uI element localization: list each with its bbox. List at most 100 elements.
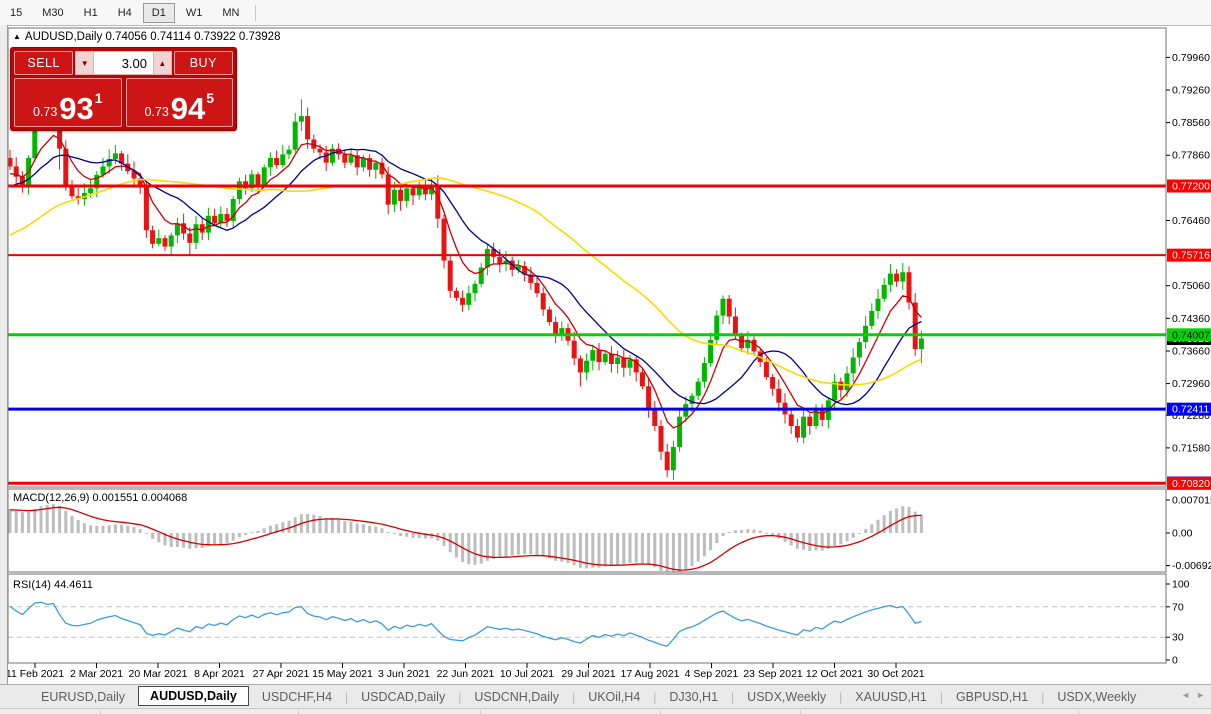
price-axis: 0.79960 0.79260 0.78560 0.77860 0.76460 0.750… [1166, 52, 1211, 667]
svg-text:29 Jul 2021: 29 Jul 2021 [561, 668, 615, 680]
svg-text:0.79260: 0.79260 [1172, 85, 1210, 97]
chart-tab-usdcad-daily[interactable]: USDCAD,Daily [361, 689, 446, 704]
timeframe-toolbar: 15 M30 H1 H4 D1 W1 MN [0, 0, 1211, 26]
svg-text:20 Mar 2021: 20 Mar 2021 [129, 668, 188, 680]
sell-price-prefix: 0.73 [32, 105, 58, 119]
buy-price-big: 94 [170, 91, 206, 126]
svg-text:0.77200: 0.77200 [1172, 181, 1210, 193]
chart-tab-usdchf-h4[interactable]: USDCHF,H4 [261, 689, 333, 704]
tab-separator: | [839, 689, 843, 704]
svg-text:17 Aug 2021: 17 Aug 2021 [621, 668, 680, 680]
timeframe-button-h4[interactable]: H4 [117, 6, 132, 19]
chart-tabbar: EURUSD,Daily AUDUSD,Daily USDCHF,H4 | USDCAD… [0, 684, 1211, 708]
status-bar-divider [298, 710, 299, 714]
svg-text:100: 100 [1172, 579, 1190, 591]
date-axis: 11 Feb 2021 2 Mar 2021 20 Mar 2021 8 Apr 20… [6, 663, 925, 680]
chart-tab-gbpusd-h1[interactable]: GBPUSD,H1 [955, 689, 1029, 704]
svg-text:0.79960: 0.79960 [1172, 52, 1210, 64]
toolbar-separator [255, 4, 257, 21]
sell-button[interactable]: SELL [14, 51, 74, 75]
ma-mid-line [9, 148, 922, 406]
timeframe-button-15[interactable]: 15 [10, 6, 23, 19]
svg-text:0.70820: 0.70820 [1172, 478, 1210, 490]
timeframe-button-w1[interactable]: W1 [185, 6, 203, 19]
status-bar [0, 708, 1211, 714]
svg-text:15 May 2021: 15 May 2021 [312, 668, 373, 680]
sell-price-big: 93 [59, 91, 94, 126]
volume-decrease-button[interactable]: ▼ [75, 51, 94, 75]
svg-text:0.76460: 0.76460 [1172, 215, 1210, 227]
chart-tab-dj30-h1[interactable]: DJ30,H1 [669, 689, 719, 704]
macd-label: MACD(12,26,9) 0.001551 0.004068 [13, 492, 187, 504]
svg-text:0.007015: 0.007015 [1172, 495, 1211, 507]
svg-text:8 Apr 2021: 8 Apr 2021 [194, 668, 245, 680]
buy-button[interactable]: BUY [173, 51, 233, 75]
svg-text:-0.006923: -0.006923 [1172, 560, 1211, 572]
chart-tab-usdx-weekly[interactable]: USDX,Weekly [747, 689, 827, 704]
tab-separator: | [572, 689, 576, 704]
volume-input[interactable] [94, 51, 153, 75]
svg-text:11 Feb 2021: 11 Feb 2021 [6, 668, 64, 680]
svg-text:0.73660: 0.73660 [1172, 345, 1210, 357]
chart-symbol-label: AUDUSD,Daily [24, 31, 103, 43]
svg-text:0.75060: 0.75060 [1172, 280, 1210, 292]
chart-tab-xauusd-h1[interactable]: XAUUSD,H1 [855, 689, 927, 704]
chart-tab-eurusd-daily[interactable]: EURUSD,Daily [41, 689, 126, 704]
timeframe-button-m30[interactable]: M30 [42, 6, 64, 19]
hline-label-0.70820: 0.70820 [1167, 476, 1211, 490]
svg-text:23 Sep 2021: 23 Sep 2021 [743, 668, 803, 680]
ma-fast-line [9, 134, 922, 429]
chart-ohlc-values: 0.74056 0.74114 0.73922 0.73928 [105, 31, 281, 43]
chart-title: ▲ AUDUSD,Daily 0.74056 0.74114 0.73922 0.… [13, 31, 280, 43]
svg-text:0.72411: 0.72411 [1172, 404, 1209, 416]
tab-separator: | [653, 689, 657, 704]
buy-price-button[interactable]: 0.73 94 5 [125, 78, 233, 127]
svg-text:0.78560: 0.78560 [1172, 117, 1210, 129]
svg-text:12 Oct 2021: 12 Oct 2021 [806, 668, 863, 680]
macd-signal-line [9, 506, 922, 571]
svg-text:0.00: 0.00 [1172, 528, 1193, 540]
svg-text:3 Jun 2021: 3 Jun 2021 [378, 668, 430, 680]
svg-text:0.71580: 0.71580 [1172, 442, 1210, 454]
tab-separator: | [1041, 689, 1045, 704]
chart-tab-usdcnh-daily[interactable]: USDCNH,Daily [474, 689, 560, 704]
tabs-scroll-right-icon[interactable]: ► [1196, 690, 1205, 700]
rsi-line [9, 601, 922, 647]
timeframe-button-h1[interactable]: H1 [83, 6, 98, 19]
timeframe-button-d1[interactable]: D1 [142, 2, 175, 23]
sell-price-button[interactable]: 0.73 93 1 [14, 78, 122, 127]
collapse-trade-panel-icon[interactable]: ▲ [13, 32, 21, 41]
svg-text:10 Jul 2021: 10 Jul 2021 [500, 668, 554, 680]
triangle-up-icon: ▲ [158, 58, 167, 68]
chart-tab-audusd-daily[interactable]: AUDUSD,Daily [138, 685, 249, 706]
rsi-label: RSI(14) 44.4611 [13, 579, 93, 591]
status-bar-divider [480, 710, 481, 714]
tab-separator: | [939, 689, 943, 704]
svg-text:0.77860: 0.77860 [1172, 150, 1210, 162]
svg-text:0: 0 [1172, 655, 1178, 667]
volume-increase-button[interactable]: ▲ [153, 51, 172, 75]
status-bar-divider [1078, 710, 1079, 714]
status-bar-divider [100, 710, 101, 714]
svg-text:27 Apr 2021: 27 Apr 2021 [253, 668, 310, 680]
hline-label-0.72411: 0.72411 [1167, 402, 1211, 416]
tab-separator: | [731, 689, 735, 704]
tab-separator: | [345, 689, 349, 704]
timeframe-button-mn[interactable]: MN [222, 6, 240, 19]
hline-label-0.74007: 0.74007 [1167, 328, 1211, 342]
candles-layer [8, 99, 924, 480]
svg-text:0.74360: 0.74360 [1172, 313, 1210, 325]
one-click-trading-panel: SELL ▼ ▲ BUY 0.73 93 1 0.73 94 5 [10, 47, 237, 131]
hline-label-0.77200: 0.77200 [1167, 179, 1211, 193]
sell-price-pip: 1 [94, 90, 103, 106]
hline-label-0.75716: 0.75716 [1167, 248, 1211, 262]
chart-tab-ukoil-h4[interactable]: UKOil,H4 [588, 689, 641, 704]
svg-text:30: 30 [1172, 632, 1184, 644]
svg-text:0.72960: 0.72960 [1172, 378, 1210, 390]
svg-text:70: 70 [1172, 601, 1184, 613]
buy-price-pip: 5 [206, 90, 215, 106]
chart-tab-usdx-weekly[interactable]: USDX,Weekly [1057, 689, 1137, 704]
tabs-scroll-left-icon[interactable]: ◄ [1181, 690, 1191, 700]
